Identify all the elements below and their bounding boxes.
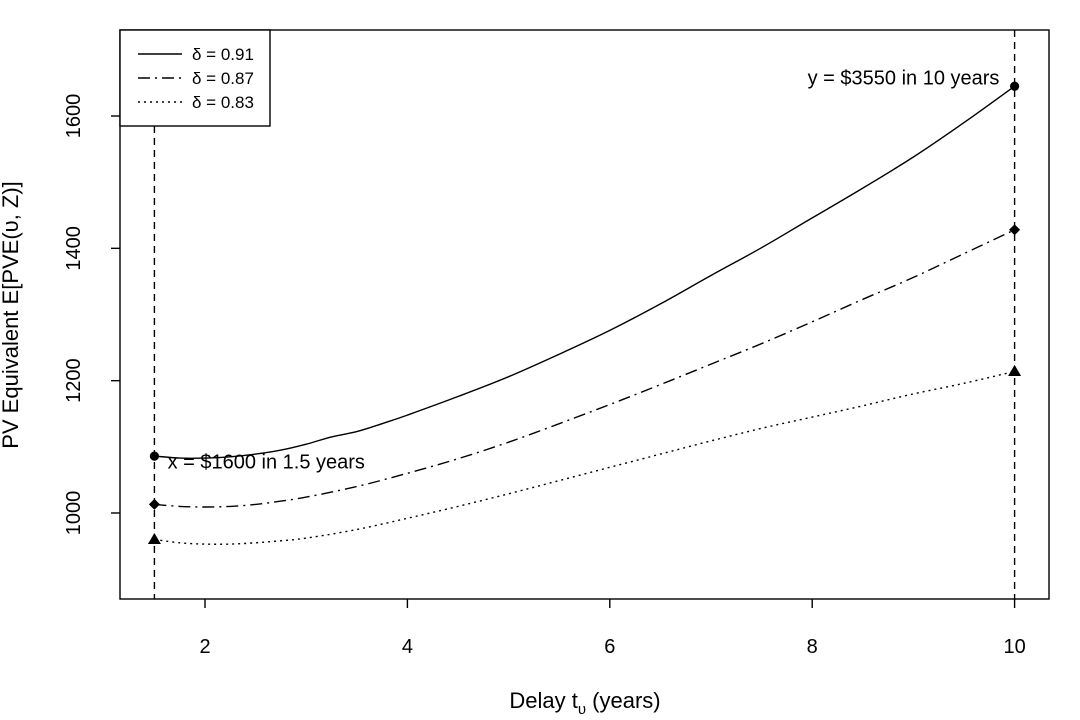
x-tick-label-0: 2 [199, 636, 210, 658]
x-axis-title-main: Delay t [509, 688, 577, 713]
y-tick-label-2: 1400 [63, 226, 85, 271]
series-2-marker-end [1008, 364, 1022, 376]
x-tick-label-3: 8 [807, 636, 818, 658]
legend-label-1: δ = 0.87 [192, 69, 254, 88]
y-tick-label-0: 1000 [63, 491, 85, 536]
series-0-marker-end [1009, 81, 1020, 91]
y-tick-label-1: 1200 [63, 358, 85, 403]
x-tick-label-4: 10 [1003, 636, 1025, 658]
y-axis: 1000 1200 1400 1600 [63, 94, 120, 535]
x-axis-title-subscript: υ [578, 701, 586, 718]
series-1-marker-end [1009, 224, 1021, 236]
series-line-0 [154, 85, 1016, 459]
x-axis-title: Delay tυ (years) [509, 688, 660, 718]
legend-label-0: δ = 0.91 [192, 45, 254, 64]
series-line-1 [154, 229, 1015, 508]
x-axis-title-units: (years) [586, 688, 661, 713]
annotations: x = $1600 in 1.5 years y = $3550 in 10 ye… [168, 67, 1000, 473]
legend-label-2: δ = 0.83 [192, 93, 254, 112]
reference-lines [153, 30, 1016, 599]
y-tick-label-3: 1600 [63, 94, 85, 139]
plot-frame [119, 29, 1050, 600]
legend: δ = 0.91 δ = 0.87 δ = 0.83 [119, 29, 271, 127]
x-tick-label-1: 4 [402, 636, 413, 658]
series-line-2 [154, 370, 1015, 545]
plot-area [119, 29, 1050, 600]
series-layer [154, 85, 1016, 545]
series-1-marker-start [148, 498, 160, 510]
series-2-marker-start [147, 532, 161, 545]
x-tick-label-2: 6 [604, 636, 615, 658]
series-0-marker-start [149, 451, 160, 461]
x-axis: 2 4 6 8 10 [199, 599, 1026, 658]
marker-layer [147, 81, 1022, 545]
annotation-0: x = $1600 in 1.5 years [168, 452, 365, 474]
y-axis-title: PV Equivalent E[PVE(υ, Z)] [0, 181, 23, 449]
annotation-1: y = $3550 in 10 years [808, 67, 1000, 89]
